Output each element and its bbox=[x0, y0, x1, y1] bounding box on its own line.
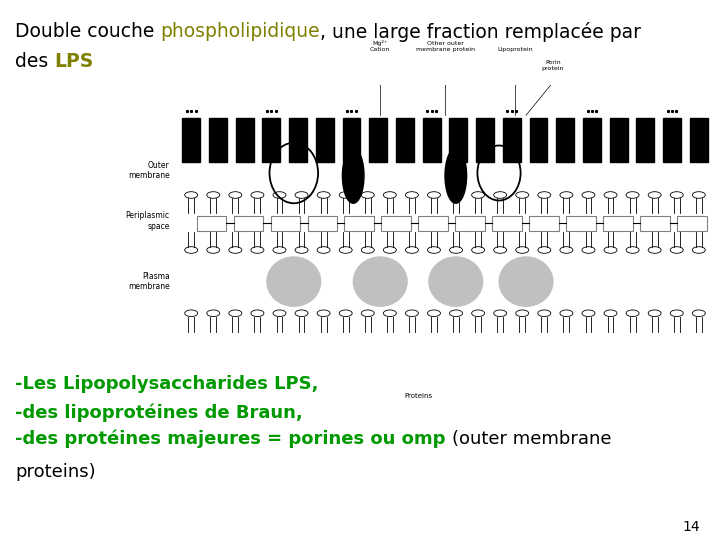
Bar bbox=[197, 215, 226, 231]
Bar bbox=[529, 215, 559, 231]
Text: -des protéines majeures = porines ou omp: -des protéines majeures = porines ou omp bbox=[15, 430, 451, 449]
Bar bbox=[663, 118, 681, 162]
Bar bbox=[182, 118, 200, 162]
Text: , une large fraction remplacée par: , une large fraction remplacée par bbox=[320, 22, 641, 42]
Bar bbox=[382, 215, 411, 231]
Text: LPS: LPS bbox=[54, 52, 94, 71]
Text: des: des bbox=[15, 52, 54, 71]
Bar bbox=[289, 118, 307, 162]
Bar bbox=[369, 118, 387, 162]
Text: Periplasmic
space: Periplasmic space bbox=[125, 212, 170, 231]
Bar bbox=[610, 118, 628, 162]
Bar bbox=[678, 215, 707, 231]
Bar bbox=[316, 118, 333, 162]
Ellipse shape bbox=[343, 148, 364, 203]
Bar bbox=[235, 118, 253, 162]
Text: proteins): proteins) bbox=[15, 463, 96, 481]
Bar bbox=[530, 118, 547, 162]
Text: Proteins: Proteins bbox=[404, 393, 432, 399]
Text: Double couche: Double couche bbox=[15, 22, 161, 41]
Bar bbox=[603, 215, 633, 231]
Bar bbox=[503, 118, 521, 162]
Text: Plasma
membrane: Plasma membrane bbox=[128, 272, 170, 291]
Text: Porin
protein: Porin protein bbox=[541, 60, 564, 71]
Bar bbox=[492, 215, 522, 231]
Bar bbox=[557, 118, 574, 162]
Bar bbox=[583, 118, 601, 162]
Bar bbox=[476, 118, 494, 162]
Bar bbox=[344, 215, 374, 231]
Bar bbox=[209, 118, 227, 162]
Bar bbox=[343, 118, 361, 162]
Bar bbox=[307, 215, 337, 231]
Bar bbox=[449, 118, 467, 162]
Bar bbox=[640, 215, 670, 231]
Text: -Les Lipopolysaccharides LPS,: -Les Lipopolysaccharides LPS, bbox=[15, 375, 318, 393]
Text: Lipoprotein: Lipoprotein bbox=[498, 47, 533, 52]
Bar bbox=[233, 215, 264, 231]
Text: Other outer
membrane protein: Other outer membrane protein bbox=[415, 41, 474, 52]
Text: 14: 14 bbox=[683, 520, 700, 534]
Ellipse shape bbox=[499, 257, 553, 306]
Bar bbox=[690, 118, 708, 162]
Bar bbox=[636, 118, 654, 162]
Text: Outer
membrane: Outer membrane bbox=[128, 160, 170, 180]
Text: (outer membrane: (outer membrane bbox=[451, 430, 611, 448]
Bar bbox=[262, 118, 280, 162]
Text: phospholipidique: phospholipidique bbox=[161, 22, 320, 41]
Bar bbox=[567, 215, 596, 231]
Bar bbox=[455, 215, 485, 231]
Bar bbox=[418, 215, 448, 231]
Ellipse shape bbox=[445, 148, 467, 203]
Text: -des lipoprotéines de Braun,: -des lipoprotéines de Braun, bbox=[15, 403, 302, 422]
Text: Mg²⁺
Cation: Mg²⁺ Cation bbox=[370, 40, 390, 52]
Ellipse shape bbox=[429, 257, 483, 306]
Ellipse shape bbox=[354, 257, 408, 306]
Bar bbox=[396, 118, 414, 162]
Bar bbox=[271, 215, 300, 231]
Ellipse shape bbox=[267, 257, 321, 306]
Bar bbox=[423, 118, 441, 162]
